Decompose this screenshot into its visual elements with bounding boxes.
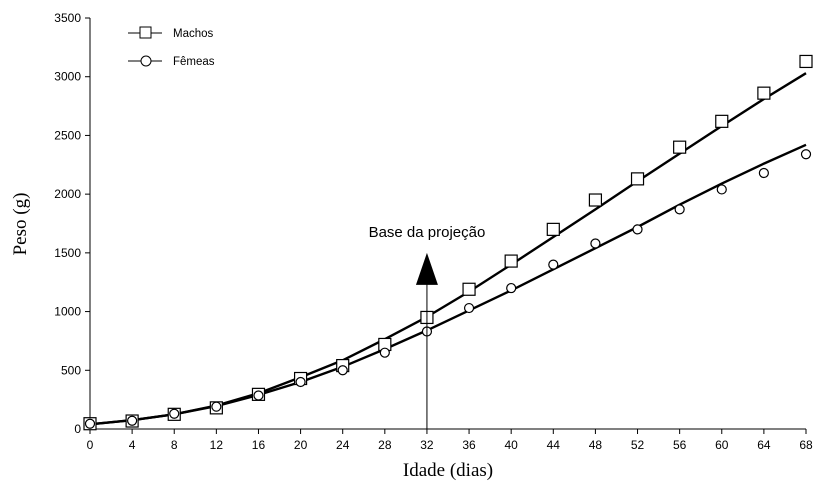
- x-tick-label: 60: [715, 438, 729, 452]
- point-femeas: [84, 418, 96, 429]
- legend-circle-icon: [140, 55, 152, 67]
- point-femeas: [674, 204, 685, 215]
- x-ticks: 0 4 8 12 16 20 24 28 32 36 40 44 48 52 56 60 64 68: [87, 429, 813, 452]
- point-femeas: [506, 282, 517, 294]
- point-femeas: [169, 408, 180, 419]
- point-machos: [757, 86, 771, 100]
- point-femeas: [295, 376, 306, 388]
- point-femeas: [716, 184, 727, 195]
- point-machos: [715, 114, 729, 128]
- x-tick-label: 20: [294, 438, 308, 452]
- point-femeas: [758, 167, 769, 179]
- x-tick-label: 4: [129, 438, 136, 452]
- x-tick-label: 24: [336, 438, 350, 452]
- projection-arrow-head: [415, 252, 438, 285]
- x-tick-label: 12: [210, 438, 224, 452]
- y-tick-label: 2000: [54, 187, 81, 201]
- point-femeas: [548, 259, 559, 270]
- y-axis-title: Peso (g): [10, 193, 31, 256]
- point-femeas: [379, 347, 390, 358]
- y-ticks: 0 500 1000 1500 2000 2500 3000 3500: [54, 11, 90, 436]
- x-tick-label: 36: [462, 438, 476, 452]
- x-tick-label: 56: [673, 438, 687, 452]
- point-machos: [673, 140, 687, 154]
- point-machos: [504, 254, 518, 268]
- x-tick-label: 68: [799, 438, 813, 452]
- projection-annotation: Base da projeção: [369, 224, 486, 429]
- y-tick-label: 2500: [54, 128, 81, 142]
- x-tick-label: 8: [171, 438, 178, 452]
- fit-line-femeas: [89, 143, 807, 426]
- y-tick-label: 3000: [54, 70, 81, 84]
- point-femeas: [211, 401, 222, 412]
- y-tick-label: 1000: [54, 305, 81, 319]
- legend-label-machos: Machos: [173, 28, 214, 40]
- point-machos: [588, 193, 603, 207]
- point-femeas: [800, 149, 812, 160]
- point-femeas: [463, 302, 475, 314]
- y-tick-label: 3500: [54, 11, 81, 25]
- x-axis-title: Idade (dias): [403, 460, 493, 481]
- legend-square-icon: [139, 26, 152, 39]
- legend-item-femeas: Fêmeas: [128, 55, 215, 68]
- point-machos: [799, 54, 813, 69]
- legend-label-femeas: Fêmeas: [173, 56, 215, 68]
- x-tick-label: 0: [87, 438, 94, 452]
- x-tick-label: 32: [420, 438, 434, 452]
- point-machos: [546, 222, 560, 236]
- point-femeas: [253, 390, 264, 401]
- projection-label: Base da projeção: [369, 224, 486, 241]
- fit-line-machos: [89, 72, 807, 426]
- x-tick-label: 48: [589, 438, 603, 452]
- markers: [83, 54, 813, 431]
- legend-item-machos: Machos: [128, 26, 214, 40]
- x-tick-label: 52: [631, 438, 645, 452]
- x-tick-label: 28: [378, 438, 392, 452]
- x-tick-label: 44: [547, 438, 561, 452]
- point-femeas: [127, 415, 138, 426]
- x-tick-label: 40: [504, 438, 518, 452]
- point-machos: [462, 282, 476, 296]
- y-tick-label: 0: [74, 422, 81, 436]
- y-tick-label: 1500: [54, 246, 81, 260]
- legend: Machos Fêmeas: [128, 26, 215, 68]
- point-femeas: [337, 365, 348, 376]
- fit-lines: [89, 72, 807, 426]
- point-femeas: [632, 224, 643, 235]
- x-tick-label: 64: [757, 438, 771, 452]
- y-tick-label: 500: [61, 363, 81, 377]
- point-machos: [630, 172, 645, 186]
- x-tick-label: 16: [252, 438, 266, 452]
- point-femeas: [590, 238, 601, 249]
